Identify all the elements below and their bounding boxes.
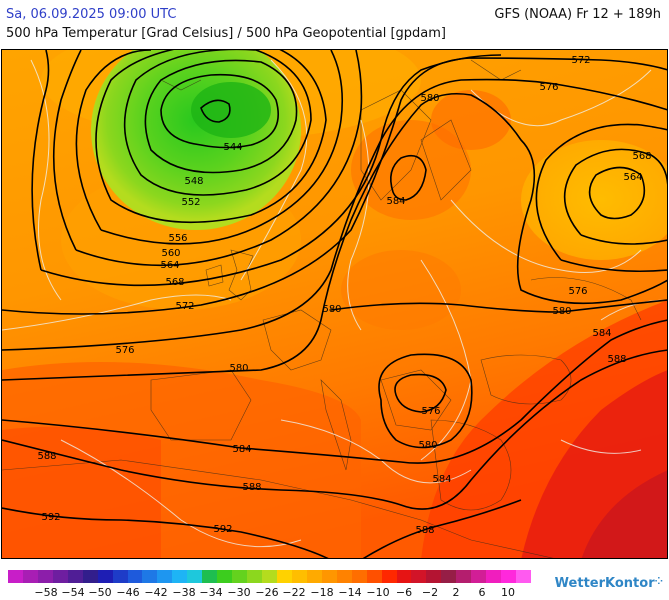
legend-tick-label: −50 (88, 586, 112, 599)
legend-swatch (232, 570, 248, 583)
legend-swatch (22, 570, 39, 583)
contour-label: 544 (223, 142, 242, 153)
contour-label: 584 (386, 196, 405, 207)
chart-title: 500 hPa Temperatur [Grad Celsius] / 500 … (6, 26, 447, 41)
legend-swatch (426, 570, 442, 583)
legend-tick-label: −34 (199, 586, 223, 599)
legend-swatch (262, 570, 278, 583)
contour-label: 580 (552, 306, 571, 317)
legend-tick-label: −46 (116, 586, 140, 599)
legend-tick-label: −54 (61, 586, 85, 599)
contour-label: 576 (568, 286, 587, 297)
legend-tick-label: −26 (255, 586, 279, 599)
color-scale-legend: −58 −54 −50 −46 −42 −38 −34 −30 −26 −22 −18 −14 −10−… (0, 566, 669, 600)
contour-label: 588 (607, 354, 626, 365)
legend-swatch (366, 570, 383, 583)
contour-label: 552 (181, 197, 200, 208)
contour-label: 580 (418, 440, 437, 451)
legend-tick-label: −2 (421, 586, 439, 599)
legend-swatch (172, 570, 188, 583)
legend-swatch (142, 570, 158, 583)
contour-label: 592 (213, 524, 232, 535)
contour-label: 564 (623, 172, 642, 183)
legend-swatch (217, 570, 233, 583)
legend-swatch (306, 570, 323, 583)
legend-swatch (112, 570, 129, 583)
legend-tick-label: 2 (452, 586, 460, 599)
legend-swatch (8, 570, 24, 583)
legend-tick-label: −42 (144, 586, 168, 599)
legend-tick-label: −14 (338, 586, 362, 599)
legend-swatch (351, 570, 368, 583)
contour-label: 588 (415, 525, 434, 536)
legend-swatch (456, 570, 472, 583)
logo-text: WetterKontor (554, 576, 655, 591)
legend-swatch (247, 570, 263, 583)
wetterkontor-logo: WetterKontor⁘ (555, 576, 663, 591)
legend-swatch (276, 570, 293, 583)
legend-tick-label: 10 (501, 586, 515, 599)
legend-swatch (336, 570, 353, 583)
legend-tick-label: −58 (34, 586, 58, 599)
legend-swatch (52, 570, 69, 583)
legend-tick-label: −38 (172, 586, 196, 599)
legend-swatch (202, 570, 218, 583)
legend-tick-label: −10 (366, 586, 390, 599)
contour-label: 580 (322, 304, 341, 315)
model-run-label: GFS (NOAA) Fr 12 + 189h (494, 7, 661, 22)
contour-label: 556 (168, 233, 187, 244)
legend-swatch (97, 570, 114, 583)
legend-swatch (396, 570, 412, 583)
legend-swatch (411, 570, 427, 583)
contour-label: 576 (539, 82, 558, 93)
logo-dots-icon: ⁘ (654, 576, 663, 587)
contour-label: 568 (632, 151, 651, 162)
legend-swatch (516, 570, 532, 583)
contour-label: 576 (115, 345, 134, 356)
legend-tick-label: −22 (282, 586, 306, 599)
contour-label: 580 (420, 93, 439, 104)
legend-swatch (82, 570, 99, 583)
contour-label: 584 (592, 328, 611, 339)
weather-map: 572 576 580 544 568 564 548 584 552 556 560 564 568 5… (1, 49, 668, 559)
legend-swatch (37, 570, 54, 583)
contour-label: 572 (175, 301, 194, 312)
legend-swatch (67, 570, 84, 583)
legend-swatch (187, 570, 203, 583)
contour-label: 584 (232, 444, 251, 455)
legend-swatch (127, 570, 143, 583)
legend-swatch (486, 570, 502, 583)
map-canvas: 5725765805445685645485845525565605645685… (2, 50, 667, 558)
legend-swatch (441, 570, 457, 583)
contour-label: 572 (571, 55, 590, 66)
contour-label: 548 (184, 176, 203, 187)
contour-label: 592 (41, 512, 60, 523)
contour-label: 576 (421, 406, 440, 417)
legend-tick-label: −30 (227, 586, 251, 599)
legend-tick-label: −6 (395, 586, 413, 599)
legend-swatch (321, 570, 338, 583)
legend-tick-label: 6 (478, 586, 486, 599)
contour-label: 588 (242, 482, 261, 493)
contour-label: 588 (37, 451, 56, 462)
valid-time-label: Sa, 06.09.2025 09:00 UTC (6, 7, 177, 22)
contour-label: 564 (160, 260, 179, 271)
contour-label: 568 (165, 277, 184, 288)
contour-labels: 5725765805445685645485845525565605645685… (37, 55, 651, 536)
legend-swatch (501, 570, 517, 583)
legend-tick-label: −18 (310, 586, 334, 599)
legend-swatch (381, 570, 397, 583)
legend-swatch (157, 570, 173, 583)
contour-label: 580 (229, 363, 248, 374)
contour-label: 584 (432, 474, 451, 485)
legend-swatch (291, 570, 308, 583)
contour-label: 560 (161, 248, 180, 259)
legend-swatch (471, 570, 487, 583)
